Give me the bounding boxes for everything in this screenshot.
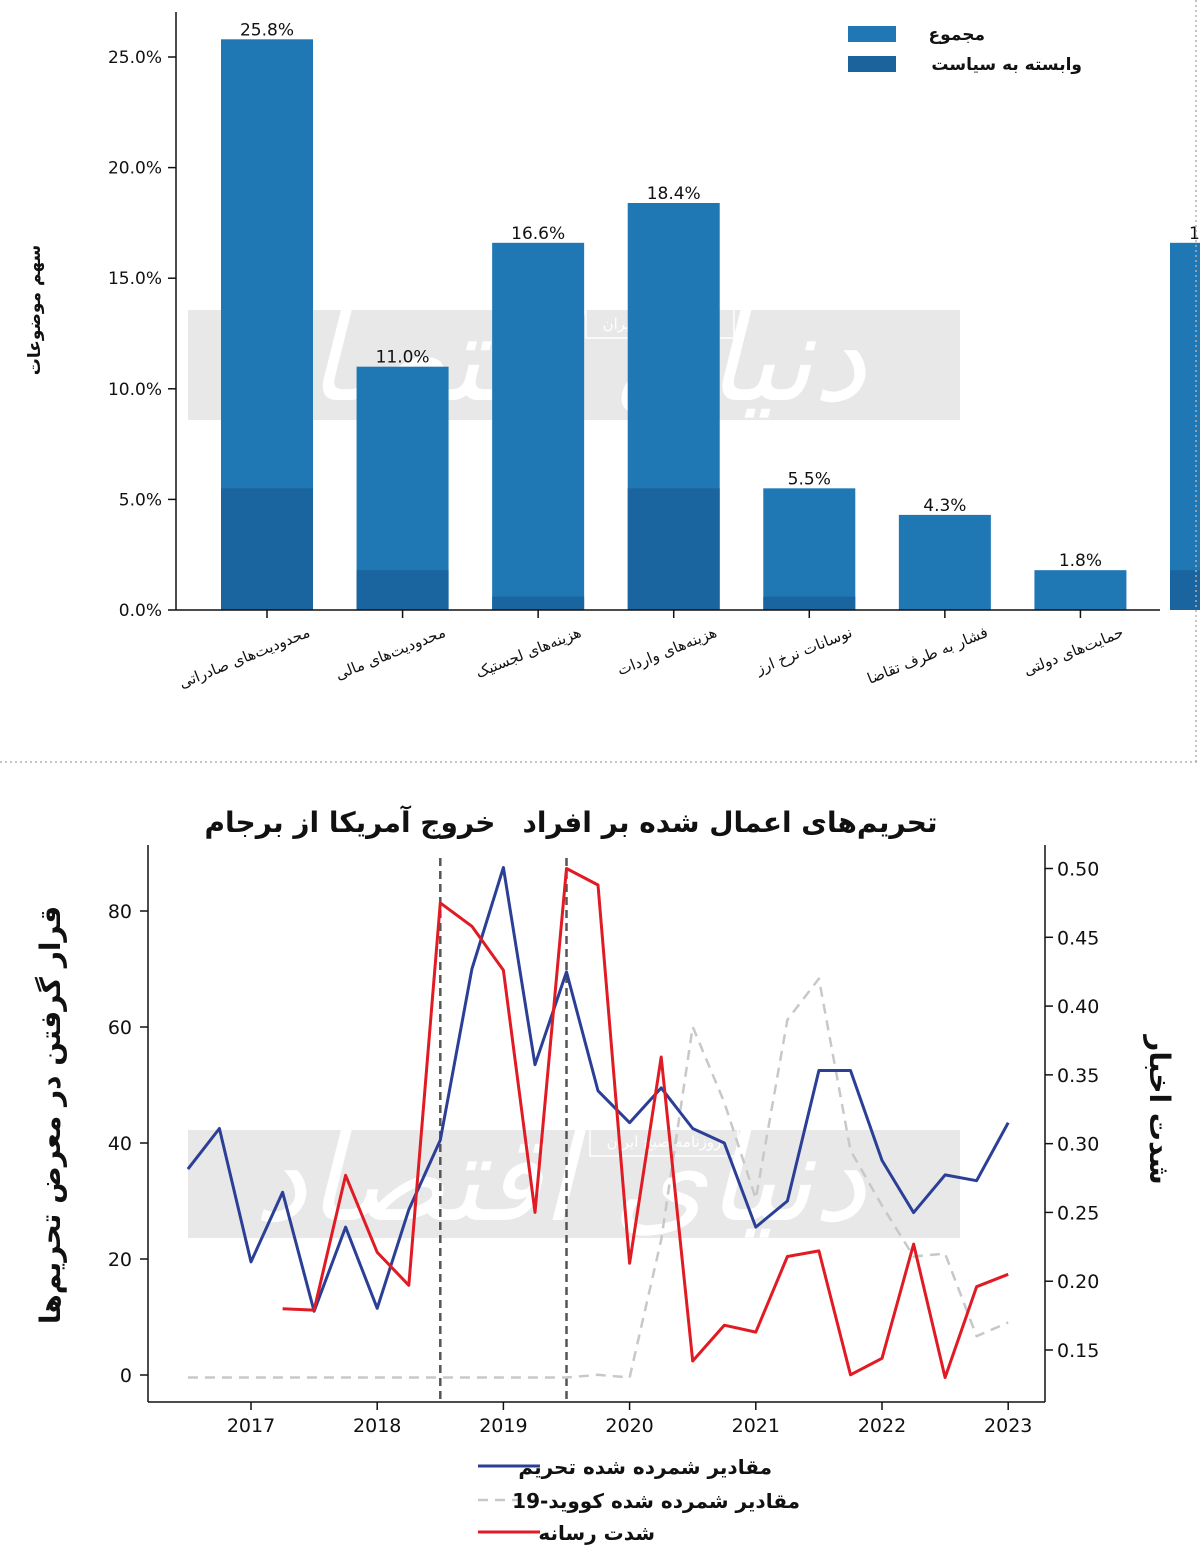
line-y2-tick-label: 0.15	[1057, 1340, 1099, 1362]
watermark-logo-text: دنیای اقتصاد	[254, 1110, 867, 1249]
legend-label-policy: وابسته به سیاست	[931, 55, 1082, 75]
line-x-tick-label: 2018	[353, 1415, 401, 1437]
line-x-tick-label: 2021	[732, 1415, 780, 1437]
line-series	[186, 866, 1010, 1379]
line-x-tick-label: 2020	[605, 1415, 653, 1437]
bar-total	[1034, 570, 1127, 610]
event-markers: خروج آمریکا از برجام تحریم‌های اعمال شده …	[205, 805, 938, 1402]
line-y2-tick-label: 0.45	[1057, 927, 1099, 949]
bar-y-tick-label: 20.0%	[108, 159, 162, 179]
bar-policy	[627, 488, 720, 610]
bar-x-tick-label: هزینه‌های واردات	[615, 623, 720, 679]
watermark-tagline: روزنامه صبح ایران	[607, 1133, 722, 1151]
series-line-covid	[187, 977, 1009, 1379]
bar-y-tick-label: 15.0%	[108, 269, 162, 289]
watermark: دنیای اقتصاد روزنامه صبح ایران	[188, 1110, 960, 1249]
bar-x-tick-label: محدودیت‌های مالی	[333, 623, 448, 684]
legend-label-covid: مقادیر شمرده شده کووید-19	[512, 1489, 800, 1513]
bar-data-label: 11.0%	[376, 348, 430, 368]
event-label: خروج آمریکا از برجام	[205, 805, 496, 840]
bar-total	[1170, 242, 1200, 611]
bar-chart: دنیای اقتصاد روزنامه صبح ایران 25.8%11.0…	[25, 12, 1200, 692]
legend-label-media: شدت رسانه	[538, 1521, 655, 1545]
bar-data-label: 25.8%	[240, 20, 294, 40]
bar-x-tick-label: هزینه‌های لجستیک	[473, 623, 584, 682]
bar-y-tick-label: 5.0%	[119, 490, 162, 510]
bar-y-axis-label: سهم موضوعات	[25, 245, 45, 376]
bar-data-label: 5.5%	[788, 469, 831, 489]
line-y-tick-label: 20	[108, 1249, 132, 1271]
bar-total	[763, 488, 856, 610]
series-line-media	[282, 867, 1009, 1379]
line-y-tick-label: 80	[108, 901, 132, 923]
legend-label-sanctions: مقادیر شمرده شده تحریم	[518, 1455, 772, 1479]
bar-policy	[221, 488, 313, 610]
bar-legend: مجموع وابسته به سیاست	[848, 25, 1082, 75]
line-legend: مقادیر شمرده شده تحریم مقادیر شمرده شده …	[478, 1455, 800, 1545]
line-y2-tick-label: 0.40	[1057, 996, 1099, 1018]
bar-y-tick-label: 10.0%	[108, 380, 162, 400]
line-y2-axis-label: شدت اخبار	[1143, 1033, 1176, 1184]
event-label: تحریم‌های اعمال شده بر افراد	[523, 806, 938, 839]
bar-data-label: 16.6%	[1189, 224, 1200, 244]
bar-policy	[356, 570, 449, 610]
line-y2-tick-label: 0.30	[1057, 1134, 1099, 1156]
bar-data-label: 4.3%	[923, 496, 966, 516]
line-chart: دنیای اقتصاد روزنامه صبح ایران 0 20 40 60 80…	[34, 805, 1176, 1545]
line-axes: 0 20 40 60 80 0.15 0.20 0.25 0.30 0.35 0.40 0.45 0.5…	[108, 845, 1099, 1437]
line-y2-tick-label: 0.20	[1057, 1271, 1099, 1293]
line-y-tick-label: 60	[108, 1017, 132, 1039]
bar-y-tick-label: 0.0%	[119, 601, 162, 621]
bar-data-label: 1.8%	[1059, 551, 1102, 571]
line-x-tick-label: 2022	[858, 1415, 906, 1437]
line-x-tick-label: 2017	[227, 1415, 275, 1437]
bar-x-tick-label: محدودیت‌های صادراتی	[176, 623, 312, 692]
line-y2-tick-label: 0.35	[1057, 1065, 1099, 1087]
line-y2-tick-label: 0.25	[1057, 1202, 1099, 1224]
legend-swatch-policy	[848, 56, 896, 72]
line-x-tick-label: 2019	[479, 1415, 527, 1437]
bar-policy	[1170, 570, 1200, 610]
line-y2-tick-label: 0.50	[1057, 859, 1099, 881]
bar-data-label: 18.4%	[647, 184, 701, 204]
legend-swatch-total	[848, 26, 896, 42]
bar-total	[492, 242, 585, 611]
watermark-band	[188, 1130, 960, 1238]
legend-label-total: مجموع	[929, 25, 985, 45]
line-x-tick-label: 2023	[984, 1415, 1032, 1437]
bar-x-tick-label: نوسانات نرخ ارز	[752, 623, 854, 678]
bar-policy	[763, 596, 856, 610]
bar-x-tick-label: حمایت‌های دولتی	[1021, 623, 1126, 679]
bar-total	[898, 514, 991, 610]
series-line-sanctions	[186, 866, 1010, 1313]
bar-data-label: 16.6%	[511, 224, 565, 244]
bar-y-tick-label: 25.0%	[108, 48, 162, 68]
bar-total	[356, 366, 449, 610]
line-y-tick-label: 0	[120, 1365, 132, 1387]
line-y-tick-label: 40	[108, 1133, 132, 1155]
bar-x-tick-label: فشار به طرف تقاضا	[865, 623, 991, 688]
bar-policy	[492, 596, 585, 610]
line-y-axis-label: قرار گرفتن در معرض تحریم‌ها	[34, 906, 67, 1324]
bar-marks: 25.8% 11.0% 16.6% 18.4% 5.5% 4.3% 1.8% 16.6%	[221, 20, 1200, 611]
